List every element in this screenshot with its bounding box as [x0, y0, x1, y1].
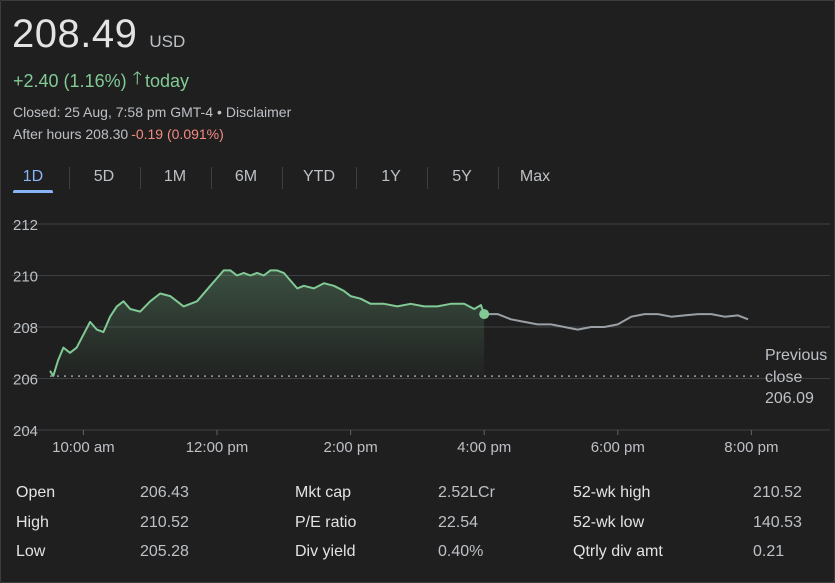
- price-chart[interactable]: 212 210 208 206 204 10:00 am 12:00 pm 2:00 pm 4…: [0, 200, 835, 470]
- after-hours-line: [484, 313, 749, 331]
- price-currency: USD: [149, 32, 186, 51]
- change-value: +2.40 (1.16%): [13, 70, 127, 91]
- stat-value: 210.52: [753, 484, 802, 501]
- tab-1y[interactable]: 1Y: [381, 168, 401, 185]
- x-tick-label: 2:00 pm: [323, 439, 377, 456]
- after-hours-change: -0.19 (0.091%): [131, 126, 224, 142]
- tab-divider: [356, 167, 357, 189]
- stat-label: P/E ratio: [295, 514, 357, 531]
- stat-value: 210.52: [140, 514, 189, 531]
- meta-separator: •: [217, 104, 222, 120]
- stat-value: 0.21: [753, 543, 785, 560]
- market-status: Closed: 25 Aug, 7:58 pm GMT-4 • Disclaimer: [13, 104, 291, 120]
- tab-divider: [211, 167, 212, 189]
- tab-5d[interactable]: 5D: [93, 168, 115, 185]
- previous-close-value: 206.09: [765, 390, 814, 407]
- x-axis-ticks: 10:00 am 12:00 pm 2:00 pm 4:00 pm 6:00 pm 8:0…: [52, 430, 779, 456]
- y-tick-label: 212: [13, 217, 38, 234]
- stat-value: 205.28: [140, 543, 189, 560]
- disclaimer-link[interactable]: Disclaimer: [225, 104, 292, 120]
- tab-1m[interactable]: 1M: [163, 168, 187, 185]
- x-tick-label: 8:00 pm: [724, 439, 778, 456]
- stat-value: 22.54: [438, 514, 479, 531]
- x-tick-label: 4:00 pm: [457, 439, 511, 456]
- previous-close-label: Previous: [765, 347, 827, 364]
- tab-divider: [140, 167, 141, 189]
- stat-label: High: [16, 514, 49, 531]
- after-hours-price: After hours 208.30: [13, 126, 129, 142]
- previous-close-label: close: [765, 369, 802, 386]
- y-tick-label: 210: [13, 269, 38, 286]
- closed-time: Closed: 25 Aug, 7:58 pm GMT-4: [13, 104, 213, 120]
- x-tick-label: 6:00 pm: [591, 439, 645, 456]
- price-header: 208.49 USD: [12, 12, 185, 57]
- change-suffix: today: [144, 70, 189, 91]
- stat-label: Qtrly div amt: [573, 543, 663, 560]
- after-hours: After hours 208.30 -0.19 (0.091%): [13, 126, 224, 142]
- stat-label: 52-wk low: [573, 514, 645, 531]
- market-close-marker: [479, 309, 490, 320]
- stats-row: Open 206.43 Mkt cap 2.52LCr 52-wk high 2…: [0, 484, 835, 506]
- stat-value: 206.43: [140, 484, 189, 501]
- tab-max[interactable]: Max: [519, 168, 551, 185]
- tab-divider: [282, 167, 283, 189]
- tab-6m[interactable]: 6M: [234, 168, 258, 185]
- x-tick-label: 12:00 pm: [186, 439, 249, 456]
- stat-label: Div yield: [295, 543, 356, 560]
- current-price: 208.49: [12, 12, 138, 56]
- regular-session-line: [49, 269, 486, 377]
- tab-active-indicator: [13, 190, 53, 193]
- stat-value: 140.53: [753, 514, 802, 531]
- tab-divider: [427, 167, 428, 189]
- stat-label: 52-wk high: [573, 484, 651, 501]
- stat-label: Low: [16, 543, 46, 560]
- y-tick-label: 206: [13, 372, 38, 389]
- y-axis-ticks: 212 210 208 206 204: [13, 217, 38, 440]
- tab-divider: [498, 167, 499, 189]
- x-tick-label: 10:00 am: [52, 439, 115, 456]
- y-tick-label: 208: [13, 320, 38, 337]
- tab-1d[interactable]: 1D: [13, 158, 53, 196]
- stat-label: Open: [16, 484, 56, 501]
- stats-row: Low 205.28 Div yield 0.40% Qtrly div amt…: [0, 543, 835, 565]
- arrow-up-icon: 🡑: [132, 68, 142, 88]
- range-tabs: 1D 5D 1M 6M YTD 1Y 5Y Max: [0, 158, 600, 198]
- tab-5y[interactable]: 5Y: [452, 168, 472, 185]
- stat-label: Mkt cap: [295, 484, 352, 501]
- stats-row: High 210.52 P/E ratio 22.54 52-wk low 14…: [0, 514, 835, 536]
- daily-change: +2.40 (1.16%) 🡑 today: [13, 66, 189, 96]
- stat-value: 2.52LCr: [438, 484, 495, 501]
- stat-value: 0.40%: [438, 543, 484, 560]
- regular-session-area: [50, 270, 485, 377]
- y-tick-label: 204: [13, 423, 38, 440]
- tab-ytd[interactable]: YTD: [303, 168, 335, 185]
- tab-divider: [69, 167, 70, 189]
